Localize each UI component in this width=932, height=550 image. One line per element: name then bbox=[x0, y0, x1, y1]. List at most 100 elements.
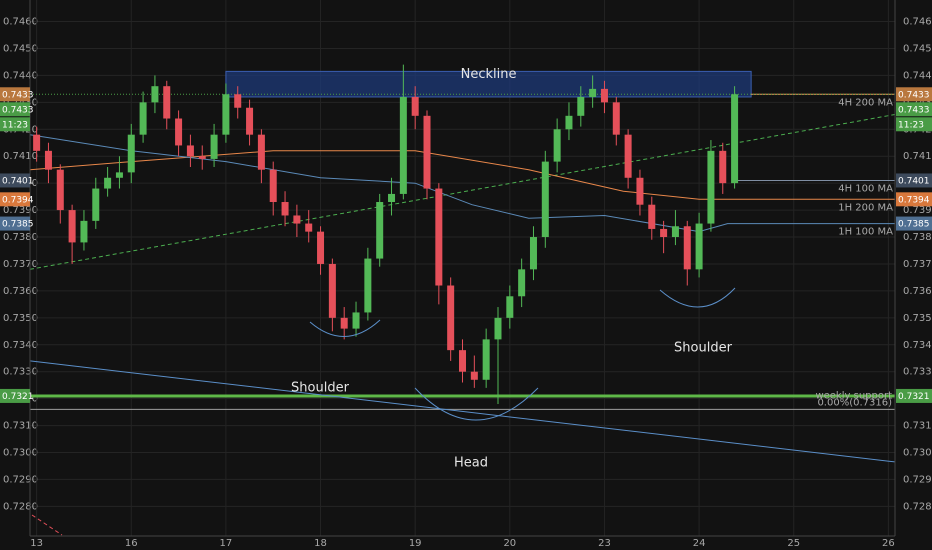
price-tag bbox=[896, 173, 932, 188]
y-tick-label: 0.7410 bbox=[3, 151, 38, 162]
pattern-label: Shoulder bbox=[674, 341, 733, 356]
x-tick-label: 16 bbox=[125, 538, 138, 549]
y-tick-label: 0.7390 bbox=[903, 205, 932, 216]
y-tick-label: 0.7290 bbox=[3, 474, 38, 485]
x-tick-label: 20 bbox=[503, 538, 516, 549]
shoulder-arc bbox=[659, 287, 736, 308]
candle-body bbox=[660, 228, 668, 238]
candle-body bbox=[459, 350, 466, 372]
candle-body bbox=[388, 193, 396, 203]
candle-body bbox=[577, 96, 585, 116]
candle-body bbox=[269, 169, 277, 203]
price-tag bbox=[0, 173, 30, 188]
candle-body bbox=[92, 188, 100, 221]
price-tag-label: 0.7433 bbox=[898, 90, 930, 100]
candle-body bbox=[447, 285, 455, 351]
candle-body bbox=[671, 226, 679, 238]
y-tick-label: 0.7300 bbox=[3, 448, 38, 459]
candle-body bbox=[115, 172, 123, 178]
y-tick-label: 0.7450 bbox=[903, 43, 932, 54]
y-tick-label: 0.7310 bbox=[3, 421, 38, 432]
candle-body bbox=[340, 317, 348, 329]
pattern-label: Shoulder bbox=[291, 381, 350, 396]
price-tag-label: 0.7394 bbox=[2, 195, 34, 205]
price-tag-label: 0.7401 bbox=[898, 176, 930, 186]
candle-body bbox=[139, 102, 147, 135]
price-tag bbox=[0, 87, 30, 102]
y-tick-label: 0.7350 bbox=[3, 313, 38, 324]
candle-body bbox=[719, 150, 727, 184]
candle-body bbox=[328, 263, 336, 318]
candle-body bbox=[234, 94, 242, 108]
y-tick-label: 0.7330 bbox=[3, 367, 38, 378]
price-tag-label: 11:23 bbox=[2, 120, 28, 130]
zone-label: Neckline bbox=[461, 67, 517, 82]
y-tick-label: 0.7450 bbox=[3, 43, 38, 54]
candle-body bbox=[198, 156, 206, 159]
y-tick-label: 0.7370 bbox=[3, 259, 38, 270]
price-tag-label: 0.7321 bbox=[898, 392, 930, 402]
candle-body bbox=[151, 86, 159, 103]
overlay: Shoulder Head Shoulder 0.7433 0.7433 0.7433 0.… bbox=[0, 87, 932, 471]
y-tick-label: 0.7350 bbox=[903, 313, 932, 324]
level-note: weekly support bbox=[815, 390, 892, 401]
candle-body bbox=[506, 296, 514, 318]
price-tag-label: 0.7433 bbox=[2, 105, 34, 115]
y-tick-label: 0.7340 bbox=[3, 340, 38, 351]
neckline-zone bbox=[225, 70, 752, 98]
y-tick-label: 0.7380 bbox=[903, 232, 932, 243]
y-tick-label: 0.7330 bbox=[903, 367, 932, 378]
level-label: 0.00%(0.7316) bbox=[817, 397, 892, 408]
candle-body bbox=[364, 258, 372, 313]
ma-line bbox=[29, 134, 895, 233]
price-tag-label: 0.7394 bbox=[898, 195, 930, 205]
candle-body bbox=[435, 188, 443, 286]
price-tag bbox=[0, 216, 30, 231]
plot: Neckline 0.00%(0.7316)weekly support 4H 20… bbox=[29, 64, 896, 463]
ma-label: 1H 200 MA bbox=[838, 202, 893, 213]
ma-label: 4H 100 MA bbox=[838, 183, 893, 194]
price-tag bbox=[896, 87, 932, 102]
y-tick-label: 0.7300 bbox=[903, 448, 932, 459]
y-tick-label: 0.7310 bbox=[903, 421, 932, 432]
candle-body bbox=[257, 134, 265, 170]
x-tick-label: 26 bbox=[882, 538, 895, 549]
x-tick-label: 23 bbox=[598, 538, 611, 549]
price-tag bbox=[896, 388, 932, 403]
candle-body bbox=[470, 371, 478, 380]
candle-body bbox=[222, 94, 230, 135]
candle-body bbox=[317, 231, 325, 264]
candle-body bbox=[186, 145, 194, 157]
candle-body bbox=[33, 134, 41, 151]
red-dashed-line bbox=[31, 514, 63, 536]
price-tag bbox=[896, 192, 932, 207]
trendline bbox=[29, 360, 896, 463]
price-tag-label: 0.7433 bbox=[898, 105, 930, 115]
candle-body bbox=[494, 317, 502, 340]
price-tag bbox=[0, 388, 30, 403]
y-tick-label: 0.7370 bbox=[903, 259, 932, 270]
shoulder-arc bbox=[309, 319, 381, 337]
ma-label: 4H 200 MA bbox=[838, 97, 893, 108]
y-tick-label: 0.7280 bbox=[903, 501, 932, 512]
candle-body bbox=[399, 96, 407, 194]
candle-body bbox=[707, 150, 715, 224]
ma-line bbox=[29, 150, 895, 200]
pattern-label: Head bbox=[454, 456, 488, 471]
price-tag-label: 0.7401 bbox=[2, 176, 34, 186]
price-tag bbox=[896, 102, 932, 117]
candle-body bbox=[246, 107, 254, 135]
candle-body bbox=[648, 204, 656, 229]
candle-body bbox=[210, 134, 218, 159]
price-tag bbox=[0, 192, 30, 207]
candle-body bbox=[376, 202, 384, 259]
x-tick-label: 18 bbox=[314, 538, 327, 549]
candle-body bbox=[56, 169, 64, 211]
candle-body bbox=[293, 215, 301, 224]
candle-body bbox=[482, 339, 490, 380]
candle-body bbox=[731, 94, 739, 184]
price-tag bbox=[0, 117, 30, 132]
candle-body bbox=[636, 177, 644, 205]
candle-body bbox=[127, 134, 135, 173]
